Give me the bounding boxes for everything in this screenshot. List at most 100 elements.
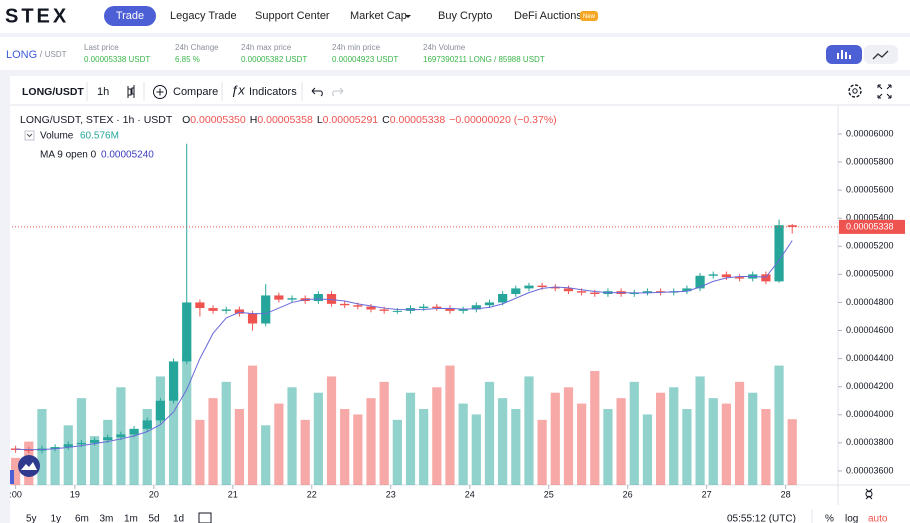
candle-body	[734, 277, 745, 279]
pair-base: LONG	[6, 49, 37, 61]
chart-type-icon[interactable]	[127, 85, 135, 98]
candle-view-button[interactable]	[826, 45, 862, 64]
tv-logo[interactable]	[18, 455, 40, 477]
stat-label: 24h Volume	[423, 43, 466, 52]
volume-bar	[274, 403, 284, 485]
redo-icon[interactable]	[332, 87, 344, 97]
chart-title: LONG/USDT, STEX · 1h · USDT	[20, 114, 173, 126]
candle-body	[774, 225, 784, 282]
x-tick-label: 27	[702, 489, 712, 499]
candle-body	[787, 225, 797, 227]
candle-body	[234, 309, 244, 314]
volume-bar	[432, 387, 442, 485]
candle-body	[550, 286, 560, 289]
axis-option[interactable]: %	[825, 514, 834, 523]
line-view-button[interactable]	[864, 45, 898, 64]
stat-label: Last price	[84, 43, 119, 52]
volume-bar	[234, 409, 244, 485]
side-tab[interactable]	[10, 470, 14, 484]
nav-active-pill[interactable]	[104, 6, 156, 26]
range-button[interactable]: 5y	[26, 514, 37, 523]
volume-bar	[353, 414, 363, 485]
stats: Last price 0.00005338 USDT 24h Change 6.85 …	[84, 43, 545, 64]
volume-bar	[774, 365, 784, 485]
volume-bar	[458, 403, 468, 485]
nav-item[interactable]: Legacy Trade	[170, 10, 237, 22]
date-range-icon[interactable]	[198, 512, 212, 523]
range-button[interactable]: 3m	[100, 514, 114, 523]
collapse-button[interactable]	[24, 130, 35, 141]
x-tick-label: 26	[623, 489, 633, 499]
pair-quote: USDT	[45, 50, 67, 59]
candle-body	[577, 291, 587, 293]
nav-item[interactable]: Trade	[116, 10, 144, 22]
nav-item[interactable]: Market Cap	[350, 10, 407, 22]
candle-body	[537, 285, 547, 287]
toolbar-compare[interactable]: Compare	[173, 86, 218, 98]
last-price-label: 0.00005338	[846, 221, 894, 231]
volume-bar	[642, 414, 653, 485]
footer: 5y 1y 6m 3m 1m 5d 1d% log auto	[26, 512, 888, 523]
axis-option[interactable]: auto	[868, 514, 888, 523]
range-button[interactable]: 1y	[51, 514, 62, 523]
candle-body	[366, 306, 376, 310]
volume-bar	[11, 457, 21, 485]
volume-bar	[50, 447, 60, 485]
y-tick-label: 0.00005800	[846, 156, 894, 166]
volume-bar	[366, 398, 376, 485]
ohlc-value: 0.00005358	[257, 114, 313, 126]
divider	[0, 70, 910, 76]
y-tick-label: 0.00006000	[846, 128, 894, 138]
ohlc-label: C	[382, 114, 390, 126]
tv-logo-mark	[21, 462, 37, 470]
nav-item[interactable]: DeFi Auctions	[514, 10, 582, 22]
undo-icon[interactable]	[311, 87, 323, 97]
volume-bar	[155, 376, 166, 485]
volume-value: 60.576M	[80, 131, 119, 142]
volume-bar	[550, 392, 560, 485]
candle-body	[247, 313, 258, 324]
volume-bar	[379, 381, 389, 485]
compare-icon[interactable]	[153, 85, 167, 99]
last-price-box	[839, 219, 905, 234]
range-button[interactable]: 1d	[173, 514, 184, 523]
range-button[interactable]: 5d	[149, 514, 160, 523]
plot: 0.00003600 0.00003800 0.00004000 0.00004200…	[9, 128, 905, 499]
candle-body	[379, 309, 389, 311]
axis-option[interactable]: log	[845, 514, 858, 523]
clock: 05:55:12 (UTC)	[727, 514, 796, 523]
volume-bar	[577, 403, 587, 485]
volume-bar	[182, 354, 192, 485]
candle-body	[590, 292, 600, 295]
candle-body	[432, 306, 442, 309]
indicators-icon[interactable]: ƒx	[231, 82, 245, 97]
settings-icon[interactable]	[848, 84, 862, 98]
candle-body	[458, 309, 468, 311]
candle-body	[76, 442, 87, 445]
candle-body	[129, 428, 139, 435]
volume-bar	[471, 414, 481, 485]
candle-body	[89, 440, 100, 443]
volume-bar	[392, 419, 402, 485]
volume-bar	[721, 403, 732, 485]
range-button[interactable]: 1m	[124, 514, 138, 523]
candle-body	[287, 298, 297, 300]
nav-item[interactable]: Support Center	[255, 10, 330, 22]
logo[interactable]: STEX	[5, 5, 69, 27]
range-button[interactable]: 6m	[75, 514, 89, 523]
x-tick-label: 23	[386, 489, 396, 499]
candle-body	[155, 400, 166, 421]
toolbar-indicators[interactable]: Indicators	[249, 86, 297, 98]
nav-item[interactable]: Buy Crypto	[438, 10, 492, 22]
fullscreen-icon[interactable]	[877, 84, 892, 99]
toolbar-symbol[interactable]: LONG/USDT	[22, 86, 84, 98]
x-tick-label: 28	[781, 489, 791, 499]
candle-body	[484, 302, 495, 306]
volume-bar	[748, 392, 758, 485]
volume-name: Volume	[40, 131, 74, 142]
toolbar-interval[interactable]: 1h	[97, 86, 109, 98]
candle-body	[708, 274, 718, 276]
axis-settings-icon[interactable]	[865, 488, 873, 500]
candle-body	[168, 361, 179, 401]
